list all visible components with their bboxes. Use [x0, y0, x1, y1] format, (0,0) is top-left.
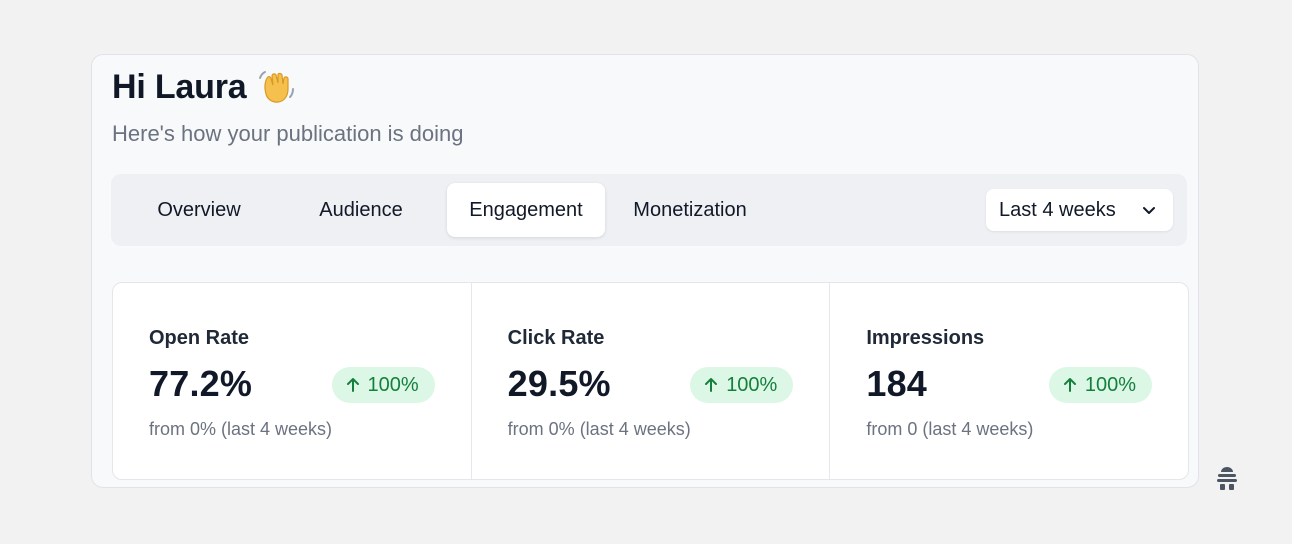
page-title: Hi Laura	[112, 67, 296, 107]
stat-card-open-rate: Open Rate 77.2% 100% from 0% (last 4 wee…	[113, 283, 472, 479]
stat-label: Impressions	[866, 327, 985, 349]
dashboard-panel: Hi Laura Here's how your publication is …	[91, 54, 1199, 488]
waving-hand-icon	[259, 71, 295, 103]
stat-label: Click Rate	[507, 327, 605, 349]
change-value: 100%	[726, 373, 778, 396]
change-badge: 100%	[690, 367, 794, 403]
date-range-select[interactable]: Last 4 weeks	[986, 189, 1173, 231]
stat-value: 29.5%	[507, 363, 611, 404]
tab-overview[interactable]: Overview	[157, 198, 241, 221]
stat-card-impressions: Impressions 184 100% from 0 (last 4 week…	[830, 283, 1188, 479]
hive-icon[interactable]	[1215, 466, 1239, 492]
stat-comparison: from 0% (last 4 weeks)	[149, 419, 333, 439]
stats-cards: Open Rate 77.2% 100% from 0% (last 4 wee…	[112, 282, 1189, 480]
stat-label: Open Rate	[149, 327, 250, 349]
stat-value: 77.2%	[149, 363, 253, 404]
arrow-up-icon	[1063, 378, 1076, 392]
tab-engagement[interactable]: Engagement	[447, 183, 605, 237]
tab-audience[interactable]: Audience	[319, 198, 403, 221]
stat-value: 184	[866, 363, 928, 404]
chevron-down-icon	[1143, 207, 1155, 214]
change-badge: 100%	[1048, 367, 1153, 403]
stat-comparison: from 0 (last 4 weeks)	[866, 419, 1034, 439]
stat-comparison: from 0% (last 4 weeks)	[507, 419, 691, 439]
tab-bar: Overview Audience Engagement Monetizatio…	[111, 174, 1187, 246]
date-range-value: Last 4 weeks	[999, 198, 1116, 221]
tab-monetization[interactable]: Monetization	[633, 198, 747, 221]
arrow-up-icon	[705, 378, 718, 392]
greeting-text: Hi Laura	[112, 67, 247, 106]
change-value: 100%	[1084, 373, 1137, 396]
page-subtitle: Here's how your publication is doing	[112, 121, 464, 146]
change-value: 100%	[367, 373, 419, 396]
arrow-up-icon	[346, 378, 359, 392]
stat-card-click-rate: Click Rate 29.5% 100% from 0% (last 4 we…	[472, 283, 831, 479]
change-badge: 100%	[331, 367, 435, 403]
